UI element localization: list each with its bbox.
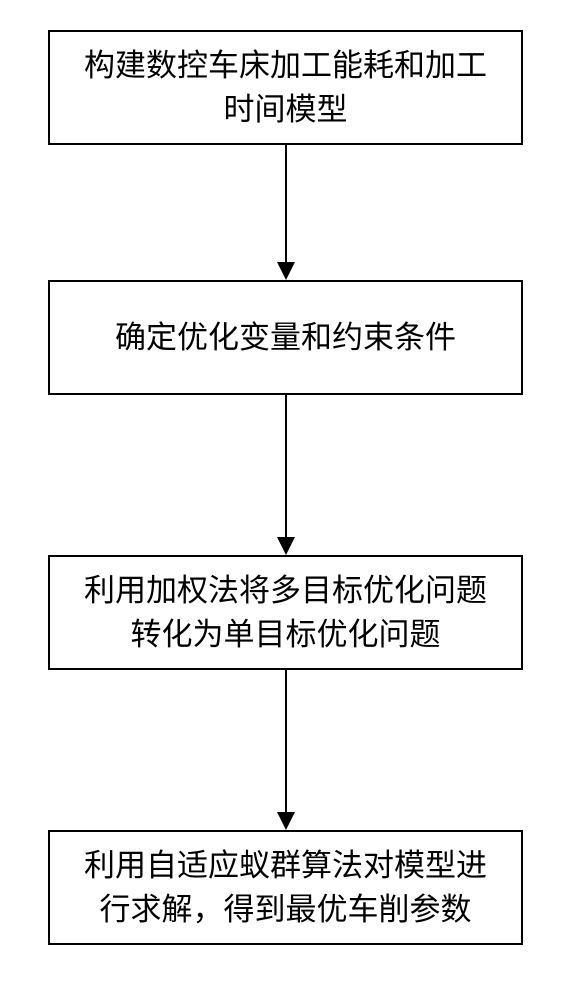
flow-step-4: 利用自适应蚁群算法对模型进行求解，得到最优车削参数 bbox=[48, 830, 523, 945]
arrow-1 bbox=[276, 145, 296, 280]
arrow-1-line bbox=[285, 145, 287, 263]
flow-step-1: 构建数控车床加工能耗和加工时间模型 bbox=[48, 30, 523, 145]
flow-step-1-text: 构建数控车床加工能耗和加工时间模型 bbox=[84, 44, 487, 131]
flow-step-3-text: 利用加权法将多目标优化问题转化为单目标优化问题 bbox=[84, 569, 487, 656]
arrow-3 bbox=[276, 670, 296, 830]
arrow-2-line bbox=[285, 395, 287, 538]
flow-step-3: 利用加权法将多目标优化问题转化为单目标优化问题 bbox=[48, 555, 523, 670]
arrow-1-head bbox=[277, 262, 295, 280]
arrow-3-line bbox=[285, 670, 287, 813]
arrow-3-head bbox=[277, 812, 295, 830]
flow-step-2: 确定优化变量和约束条件 bbox=[48, 280, 523, 395]
arrow-2-head bbox=[277, 537, 295, 555]
flow-step-2-text: 确定优化变量和约束条件 bbox=[115, 316, 456, 359]
arrow-2 bbox=[276, 395, 296, 555]
flow-step-4-text: 利用自适应蚁群算法对模型进行求解，得到最优车削参数 bbox=[84, 844, 487, 931]
